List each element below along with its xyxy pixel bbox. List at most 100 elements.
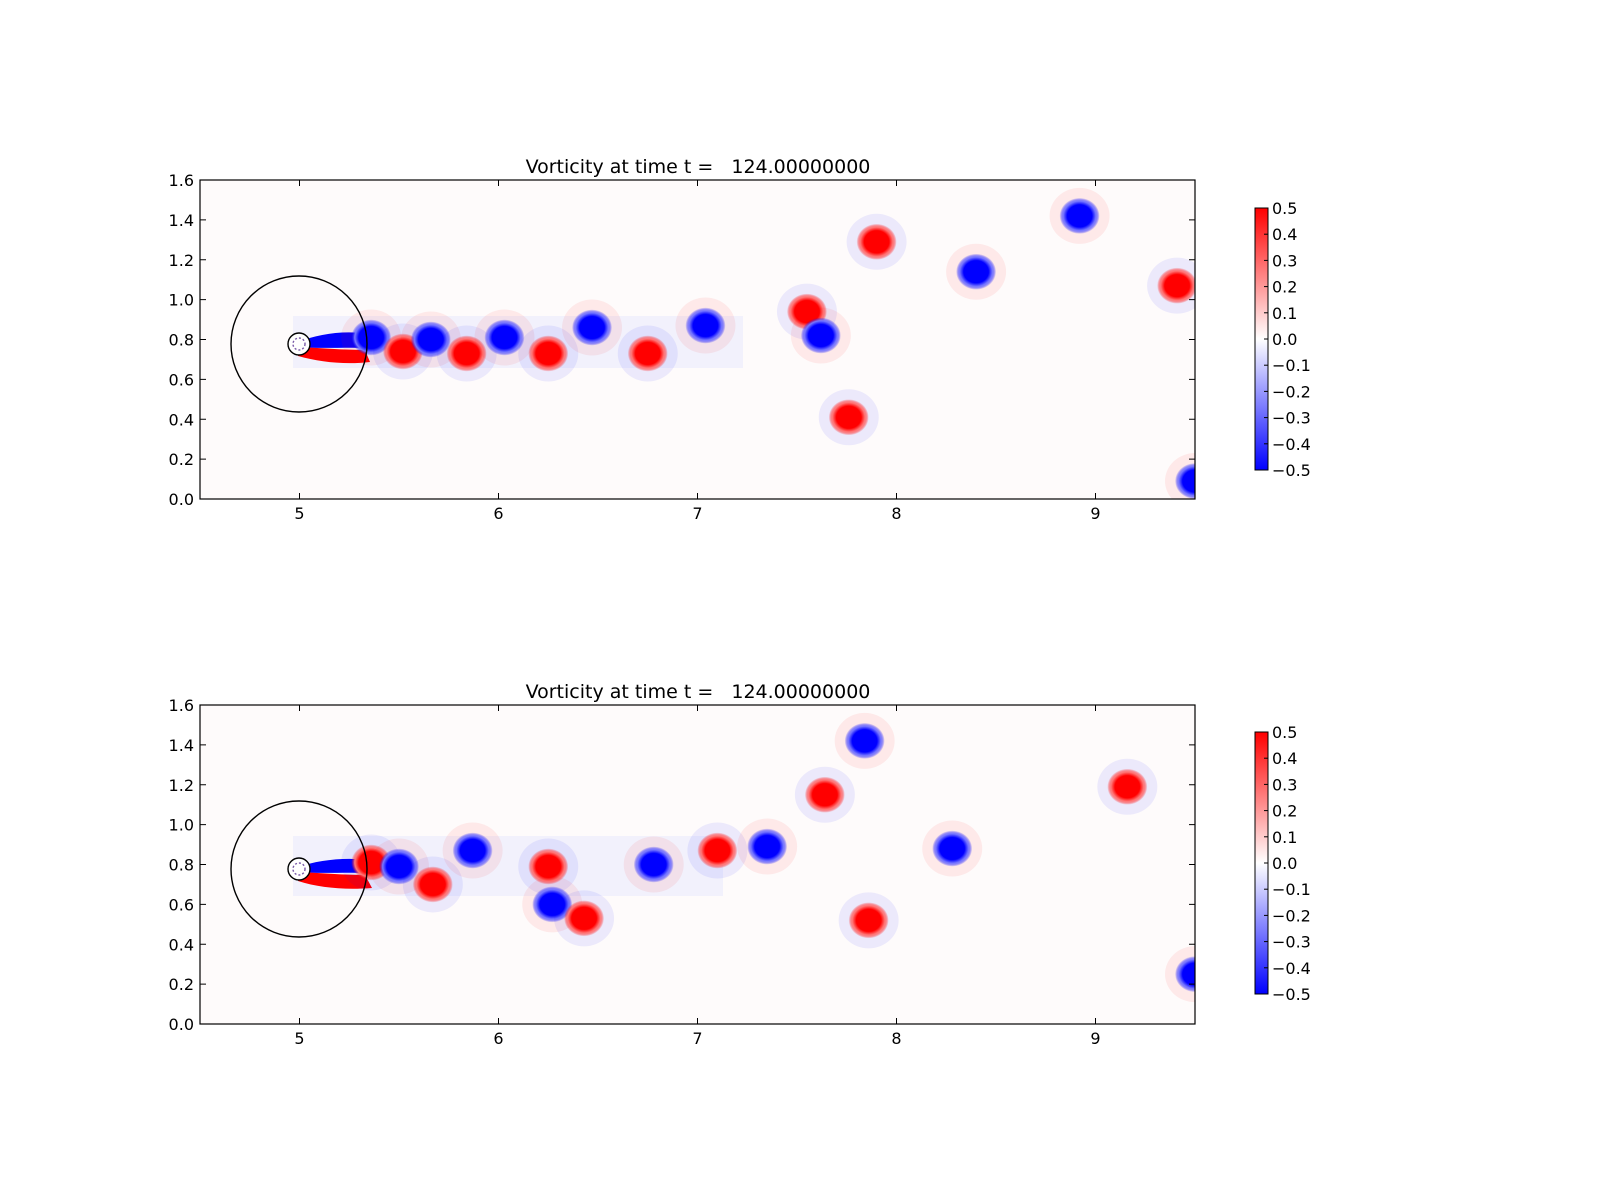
vortex-negative [685, 307, 726, 344]
vortex-negative [932, 830, 973, 867]
vortex-negative [452, 832, 493, 869]
x-axis: 5 6 7 8 9 [294, 705, 1101, 1048]
vortices [341, 712, 1195, 1003]
vortices [341, 187, 1195, 499]
colorbar-tick-label: 0.2 [1272, 802, 1297, 821]
y-tick-label: 0.0 [169, 1015, 194, 1034]
y-tick-label: 1.6 [169, 696, 194, 715]
plot-title: Vorticity at time t = 124.00000000 [526, 156, 871, 178]
vortex-negative [633, 846, 674, 883]
y-tick-label: 1.2 [169, 251, 194, 270]
y-tick-label: 1.2 [169, 776, 194, 795]
colorbar: 0.5 0.4 0.3 0.2 0.1 0.0 −0.1 −0.2 −0.3 −0.4 −0.5 [1254, 199, 1311, 480]
colorbar-tick-label: −0.5 [1272, 461, 1311, 480]
colorbar-tick-label: −0.2 [1272, 906, 1311, 925]
x-tick-label: 8 [891, 1029, 901, 1048]
vortex-positive [848, 902, 889, 939]
colorbar: 0.5 0.4 0.3 0.2 0.1 0.0 −0.1 −0.2 −0.3 −0.4 −0.5 [1254, 723, 1311, 1004]
colorbar-tick-label: 0.2 [1272, 278, 1297, 297]
cylinder [287, 332, 311, 356]
colorbar-tick-label: 0.0 [1272, 330, 1297, 349]
vortex-negative [956, 253, 997, 290]
y-axis: 0.0 0.2 0.4 0.6 0.8 1.0 1.2 1.4 1.6 [169, 171, 1195, 509]
y-tick-label: 0.0 [169, 490, 194, 509]
shear-layer-upper [298, 332, 368, 348]
vortex-negative [1175, 463, 1195, 499]
y-tick-label: 1.6 [169, 171, 194, 190]
y-tick-label: 0.4 [169, 410, 194, 429]
vortex-negative [484, 319, 525, 356]
shear-layer-upper [298, 858, 368, 873]
x-tick-label: 8 [891, 504, 901, 523]
colorbar-tick-label: −0.2 [1272, 382, 1311, 401]
cylinder-marker [292, 862, 306, 876]
x-tick-label: 9 [1090, 504, 1100, 523]
colorbar-tick-label: 0.5 [1272, 199, 1297, 218]
colorbar-tick-label: 0.3 [1272, 251, 1297, 270]
vortex-negative [1175, 956, 1195, 993]
vortex-positive [627, 335, 668, 372]
cylinder [287, 857, 311, 881]
outer-circle [230, 800, 368, 938]
colorbar-tick-label: −0.3 [1272, 409, 1311, 428]
y-tick-label: 0.8 [169, 856, 194, 875]
x-tick-label: 6 [493, 504, 503, 523]
vortex-positive [564, 900, 605, 937]
vortex-negative [351, 319, 392, 356]
vortex-negative [747, 828, 788, 865]
colorbar-ticks: 0.5 0.4 0.3 0.2 0.1 0.0 −0.1 −0.2 −0.3 −0.4 −0.5 [1264, 723, 1311, 1004]
y-tick-label: 1.0 [169, 816, 194, 835]
y-axis: 0.0 0.2 0.4 0.6 0.8 1.0 1.2 1.4 1.6 [169, 696, 1195, 1034]
y-tick-label: 0.8 [169, 331, 194, 350]
y-tick-label: 0.4 [169, 935, 194, 954]
colorbar-tick-label: 0.1 [1272, 828, 1297, 847]
shear-layer-lower [298, 347, 370, 364]
vortex-negative [532, 886, 573, 923]
x-tick-label: 9 [1090, 1029, 1100, 1048]
x-tick-label: 5 [294, 1029, 304, 1048]
y-tick-label: 0.6 [169, 370, 194, 389]
vortex-negative [800, 317, 841, 354]
vortex-positive [697, 832, 738, 869]
vortex-negative [1059, 197, 1100, 234]
vortex-positive [528, 848, 569, 885]
y-tick-label: 1.4 [169, 736, 194, 755]
y-tick-label: 0.2 [169, 975, 194, 994]
vortex-positive [446, 335, 487, 372]
domain-circles [230, 800, 368, 938]
x-tick-label: 7 [692, 1029, 702, 1048]
outer-circle [230, 275, 368, 413]
cylinder-marker [292, 337, 306, 351]
colorbar-tick-label: −0.1 [1272, 356, 1311, 375]
colorbar-ticks: 0.5 0.4 0.3 0.2 0.1 0.0 −0.1 −0.2 −0.3 −0.4 −0.5 [1264, 199, 1311, 480]
x-tick-label: 6 [493, 1029, 503, 1048]
vortex-positive [412, 866, 453, 903]
subplot-top: Vorticity at time t = 124.00000000 5 6 7 8 9… [169, 156, 1311, 523]
vortex-negative [844, 722, 885, 759]
x-axis: 5 6 7 8 9 [294, 180, 1101, 523]
x-tick-label: 7 [692, 504, 702, 523]
domain-circles [230, 275, 368, 413]
vorticity-field [293, 712, 1195, 1003]
vortex-positive [804, 776, 845, 813]
vortex-negative [410, 321, 451, 358]
colorbar-tick-label: −0.5 [1272, 985, 1311, 1004]
colorbar-tick-label: 0.3 [1272, 775, 1297, 794]
vortex-positive [1107, 768, 1148, 805]
colorbar-tick-label: 0.5 [1272, 723, 1297, 742]
x-tick-label: 5 [294, 504, 304, 523]
vortex-positive [1157, 267, 1195, 304]
colorbar-tick-label: 0.4 [1272, 749, 1297, 768]
y-tick-label: 1.0 [169, 291, 194, 310]
vortex-positive [856, 223, 897, 260]
vortex-negative [379, 848, 419, 885]
colorbar-tick-label: −0.3 [1272, 933, 1311, 952]
colorbar-tick-label: −0.4 [1272, 959, 1311, 978]
vorticity-field [293, 187, 1195, 499]
colorbar-tick-label: 0.4 [1272, 225, 1297, 244]
vortex-positive [528, 335, 569, 372]
vortex-negative [572, 309, 613, 346]
colorbar-tick-label: −0.4 [1272, 435, 1311, 454]
colorbar-tick-label: 0.0 [1272, 854, 1297, 873]
